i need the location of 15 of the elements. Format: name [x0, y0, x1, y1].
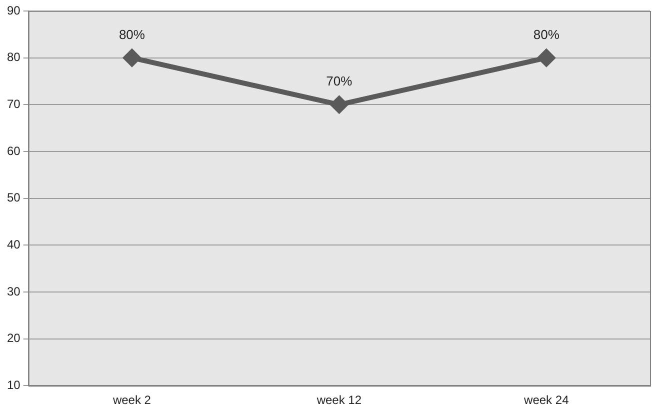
y-tick-label: 30 — [6, 284, 21, 298]
data-label: 80% — [533, 26, 560, 42]
y-tick-label: 50 — [6, 190, 21, 205]
y-tick-label: 60 — [6, 144, 21, 158]
x-tick-label: week 24 — [523, 393, 570, 408]
y-tick-label: 80 — [6, 50, 21, 64]
y-tick-label: 20 — [6, 331, 21, 346]
y-tick-label: 40 — [6, 237, 21, 252]
y-tick-label: 70 — [6, 96, 21, 111]
data-label: 70% — [326, 74, 353, 89]
y-tick-label: 10 — [6, 378, 21, 392]
x-tick-label: week 12 — [316, 393, 362, 408]
data-label: 80% — [118, 26, 146, 42]
y-tick-label: 90 — [6, 3, 21, 18]
x-tick-label: week 2 — [112, 393, 152, 408]
